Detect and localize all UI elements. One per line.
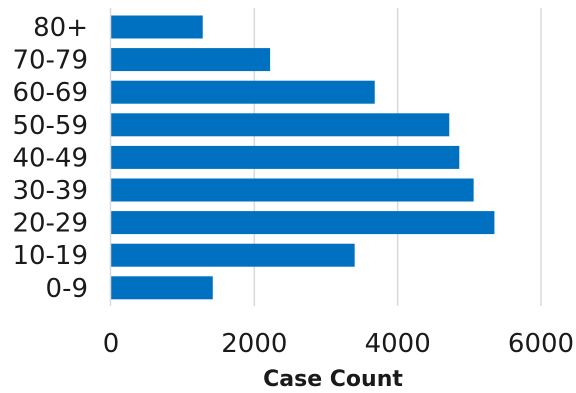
category-label: 30-39 [12, 176, 88, 206]
x-tick-labels: 0 2000 4000 6000 [103, 329, 574, 359]
category-label: 0-9 [46, 274, 88, 304]
x-tick-label: 2000 [221, 329, 287, 359]
bar [111, 211, 495, 235]
category-label: 60-69 [12, 78, 88, 108]
bar [111, 48, 271, 72]
bars [111, 15, 495, 300]
bar [111, 243, 355, 267]
bar [111, 113, 450, 137]
x-tick-label: 0 [103, 329, 120, 359]
category-label: 20-29 [12, 209, 88, 239]
x-axis-title: Case Count [263, 367, 403, 392]
bar [111, 178, 474, 202]
category-label: 80+ [33, 13, 88, 43]
category-label: 40-49 [12, 143, 88, 173]
category-label: 70-79 [12, 46, 88, 76]
category-labels: 80+70-7960-6950-5940-4930-3920-2910-190-… [12, 13, 88, 304]
category-label: 10-19 [12, 241, 88, 271]
bar [111, 276, 213, 300]
bar [111, 15, 203, 39]
bar [111, 145, 460, 169]
x-tick-label: 4000 [365, 329, 431, 359]
category-label: 50-59 [12, 111, 88, 141]
bar [111, 80, 375, 104]
x-tick-label: 6000 [508, 329, 574, 359]
